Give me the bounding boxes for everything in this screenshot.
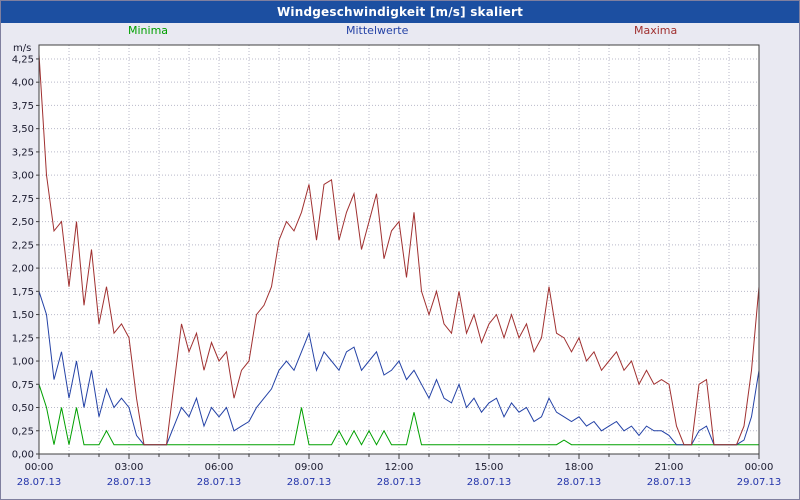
window-title: Windgeschwindigkeit [m/s] skaliert <box>276 5 524 19</box>
svg-text:0,50: 0,50 <box>12 403 34 414</box>
svg-text:06:00: 06:00 <box>205 462 234 473</box>
wind-speed-chart: 0,00 0,25 0,50 0,75 1,00 1,25 1,50 1,75 2,00 2,25… <box>12 43 782 488</box>
svg-text:3,50: 3,50 <box>12 124 34 135</box>
svg-text:28.07.13: 28.07.13 <box>557 477 602 488</box>
svg-text:0,25: 0,25 <box>12 426 34 437</box>
svg-text:2,50: 2,50 <box>12 217 34 228</box>
svg-text:12:00: 12:00 <box>385 462 414 473</box>
svg-text:15:00: 15:00 <box>475 462 504 473</box>
svg-text:28.07.13: 28.07.13 <box>467 477 512 488</box>
svg-text:28.07.13: 28.07.13 <box>17 477 62 488</box>
svg-text:3,75: 3,75 <box>12 101 34 112</box>
legend-maxima: Maxima <box>634 24 678 37</box>
svg-text:1,25: 1,25 <box>12 333 34 344</box>
svg-text:m/s: m/s <box>13 43 31 54</box>
svg-text:3,00: 3,00 <box>12 171 34 182</box>
svg-text:28.07.13: 28.07.13 <box>377 477 422 488</box>
svg-text:28.07.13: 28.07.13 <box>287 477 332 488</box>
window-titlebar: Windgeschwindigkeit [m/s] skaliert <box>1 1 799 23</box>
svg-text:28.07.13: 28.07.13 <box>197 477 242 488</box>
svg-text:1,00: 1,00 <box>12 357 34 368</box>
svg-text:09:00: 09:00 <box>295 462 324 473</box>
svg-text:28.07.13: 28.07.13 <box>647 477 692 488</box>
svg-text:00:00: 00:00 <box>25 462 54 473</box>
svg-text:28.07.13: 28.07.13 <box>107 477 152 488</box>
svg-text:4,25: 4,25 <box>12 54 34 65</box>
svg-text:2,00: 2,00 <box>12 264 34 275</box>
legend-minima: Minima <box>128 24 169 37</box>
svg-text:0,75: 0,75 <box>12 380 34 391</box>
svg-text:29.07.13: 29.07.13 <box>737 477 782 488</box>
svg-text:4,00: 4,00 <box>12 78 34 89</box>
legend-mittelwerte: Mittelwerte <box>346 24 409 37</box>
svg-text:03:00: 03:00 <box>115 462 144 473</box>
svg-text:1,75: 1,75 <box>12 287 34 298</box>
svg-text:21:00: 21:00 <box>655 462 684 473</box>
svg-text:3,25: 3,25 <box>12 147 34 158</box>
svg-text:2,75: 2,75 <box>12 194 34 205</box>
svg-text:18:00: 18:00 <box>565 462 594 473</box>
chart-legend: Minima Mittelwerte Maxima <box>1 23 799 39</box>
svg-text:00:00: 00:00 <box>745 462 774 473</box>
svg-text:0,00: 0,00 <box>12 450 34 461</box>
svg-text:2,25: 2,25 <box>12 240 34 251</box>
svg-text:1,50: 1,50 <box>12 310 34 321</box>
